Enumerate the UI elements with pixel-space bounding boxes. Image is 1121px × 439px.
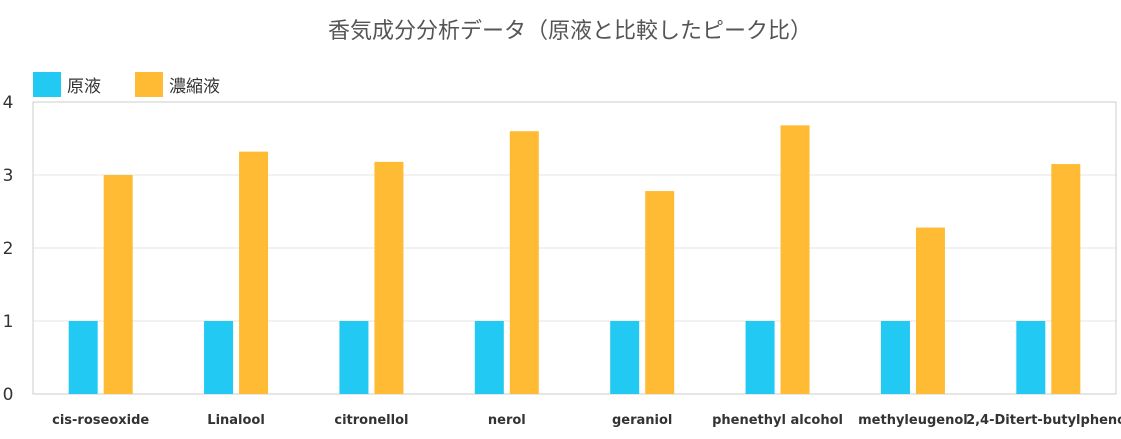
chart-title: 香気成分分析データ（原液と比較したピーク比） bbox=[328, 19, 812, 44]
x-tick-label: Linalool bbox=[207, 413, 265, 428]
y-tick-label: 2 bbox=[3, 239, 14, 259]
legend-swatch bbox=[135, 72, 163, 97]
plot-frame bbox=[32, 101, 1117, 395]
bar-series-1 bbox=[68, 321, 98, 394]
bar-series-1 bbox=[339, 321, 369, 394]
bar-series-1 bbox=[610, 321, 640, 394]
bar-series-1 bbox=[880, 321, 910, 394]
x-tick-label: nerol bbox=[488, 413, 526, 428]
x-tick-label: phenethyl alcohol bbox=[712, 413, 843, 428]
x-axis: cis-roseoxide Linalool citronellol nerol ger… bbox=[52, 413, 1121, 428]
x-tick-label: 2,4-Ditert-butylphenol bbox=[966, 413, 1121, 428]
x-tick-label: methyleugenol bbox=[858, 413, 968, 428]
legend-label: 濃縮液 bbox=[169, 77, 220, 97]
bar-series-2 bbox=[780, 125, 810, 395]
x-tick-label: geraniol bbox=[612, 413, 672, 428]
gridlines bbox=[33, 174, 1116, 322]
bar-series-2 bbox=[239, 151, 269, 394]
legend-label: 原液 bbox=[67, 77, 101, 97]
y-tick-label: 3 bbox=[3, 166, 14, 186]
bar-series-2 bbox=[509, 131, 539, 394]
legend-swatch bbox=[33, 72, 61, 97]
bar-series-1 bbox=[204, 321, 234, 394]
bar-series-2 bbox=[645, 191, 675, 394]
bar-series-2 bbox=[1051, 164, 1081, 394]
bars bbox=[68, 125, 1081, 395]
legend: 原液 濃縮液 bbox=[33, 72, 220, 97]
bar-series-2 bbox=[103, 175, 133, 394]
bar-series-2 bbox=[915, 227, 945, 394]
bar-series-1 bbox=[474, 321, 504, 394]
y-tick-label: 1 bbox=[3, 312, 14, 332]
bar-series-2 bbox=[374, 161, 404, 394]
x-tick-label: citronellol bbox=[334, 413, 408, 428]
x-tick-label: cis-roseoxide bbox=[52, 413, 149, 428]
y-axis: 0 1 2 3 4 bbox=[3, 93, 14, 405]
bar-series-1 bbox=[745, 321, 775, 394]
y-tick-label: 0 bbox=[3, 385, 14, 405]
bar-series-1 bbox=[1016, 321, 1046, 394]
y-tick-label: 4 bbox=[3, 93, 14, 113]
